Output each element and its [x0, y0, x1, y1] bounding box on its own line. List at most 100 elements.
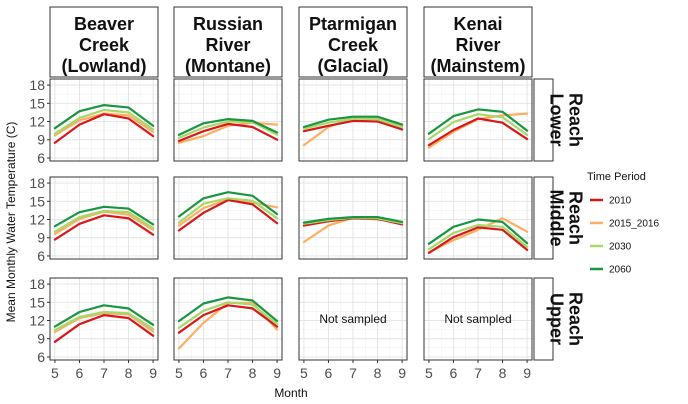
column-strip-label: Creek [79, 35, 130, 55]
x-tick-label: 5 [425, 365, 433, 381]
panel-border [49, 176, 159, 260]
y-axes: 6 9 12 15 18 6 9 12 15 18 6 9 12 15 18 [29, 77, 50, 365]
series-line-2010 [177, 122, 279, 143]
x-tick-label: 8 [499, 365, 507, 381]
row-strip-label: Reach [565, 191, 585, 245]
y-axis-title: Mean Monthly Water Temperature (C) [4, 122, 18, 323]
x-tick-label: 5 [51, 365, 59, 381]
series-line-2010 [53, 214, 155, 241]
x-tick-label: 8 [249, 365, 257, 381]
series-line-2010 [427, 117, 529, 147]
series-line-2060 [302, 216, 404, 224]
row-strip [533, 176, 554, 260]
facet-panel [298, 176, 408, 260]
x-tick-label: 9 [398, 365, 406, 381]
panel-border [298, 78, 408, 162]
series-line-2060 [302, 115, 404, 129]
facet-panel [298, 78, 408, 162]
series-line-2060 [177, 296, 279, 323]
series-line-2030 [53, 108, 155, 135]
column-strip-label: Beaver [74, 14, 134, 34]
column-strip-label: Russian [193, 14, 263, 34]
row-strip-label: Lower [546, 93, 566, 146]
series-line-2015_2016 [53, 312, 155, 334]
x-tick-label: 6 [325, 365, 333, 381]
x-tick-label: 6 [450, 365, 458, 381]
x-tick-label: 7 [224, 365, 232, 381]
facet-panels: Not sampled Not sampled [49, 78, 533, 361]
column-strip-label: River [205, 35, 250, 55]
facet-panel [49, 277, 159, 361]
series-line-2010 [302, 119, 404, 133]
series-line-2060 [53, 205, 155, 228]
y-tick-label: 6 [37, 349, 45, 365]
x-tick-label: 9 [523, 365, 531, 381]
facet-panel: Not sampled [423, 277, 533, 361]
not-sampled-label: Not sampled [444, 312, 511, 326]
y-tick-label: 6 [37, 150, 45, 166]
x-tick-label: 7 [349, 365, 357, 381]
column-strip-label: Kenai [453, 14, 502, 34]
column-strip [298, 6, 408, 78]
facet-panel [173, 277, 283, 361]
y-tick-label: 12 [29, 114, 45, 130]
x-tick-label: 9 [149, 365, 157, 381]
column-strip-label: Ptarmigan [309, 14, 397, 34]
facet-panel [49, 78, 159, 162]
series-line-2060 [53, 103, 155, 130]
series-line-2030 [53, 209, 155, 233]
series-line-2060 [177, 117, 279, 136]
x-axis-title: Month [274, 386, 307, 400]
y-tick-label: 6 [37, 248, 45, 264]
y-tick-label: 18 [29, 77, 45, 93]
series-line-2015_2016 [427, 217, 529, 254]
column-strip-label: (Glacial) [317, 56, 388, 76]
facet-panel [49, 176, 159, 260]
column-strip-label: River [455, 35, 500, 55]
legend-title: Time Period [587, 171, 646, 183]
series-line-2010 [53, 314, 155, 343]
row-strip [533, 277, 554, 361]
series-line-2010 [53, 113, 155, 144]
series-line-2030 [427, 223, 529, 251]
row-strip [533, 78, 554, 162]
panel-border [423, 176, 533, 260]
series-line-2060 [427, 218, 529, 245]
facet-panel [173, 78, 283, 162]
column-strip [423, 6, 533, 78]
y-tick-label: 15 [29, 294, 45, 310]
legend-label: 2030 [609, 242, 632, 253]
series-line-2030 [427, 113, 529, 141]
x-tick-label: 7 [100, 365, 108, 381]
row-strip-label: Reach [565, 292, 585, 346]
panel-border [49, 78, 159, 162]
column-strip-label: Creek [328, 35, 379, 55]
not-sampled-label: Not sampled [319, 312, 386, 326]
x-tick-label: 5 [175, 365, 183, 381]
series-line-2030 [177, 197, 279, 224]
series-line-2060 [427, 108, 529, 135]
row-strip-label: Reach [565, 93, 585, 147]
series-line-2010 [427, 226, 529, 254]
facet-panel [423, 176, 533, 260]
column-strip-label: (Mainstem) [430, 56, 525, 76]
series-line-2010 [177, 304, 279, 334]
column-strip-labels: BeaverCreek(Lowland)RussianRiver(Montane… [49, 6, 533, 78]
y-tick-label: 9 [37, 132, 45, 148]
y-tick-label: 15 [29, 193, 45, 209]
y-tick-label: 15 [29, 95, 45, 111]
legend-label: 2010 [609, 196, 632, 207]
series-line-2030 [302, 117, 404, 130]
series-line-2030 [177, 301, 279, 329]
legend: Time Period 2010 2015_2016 2030 2060 [587, 171, 659, 276]
column-strip-label: (Montane) [185, 56, 271, 76]
legend-label: 2015_2016 [609, 219, 659, 230]
series-line-2015_2016 [177, 121, 279, 144]
series-line-2060 [53, 304, 155, 328]
x-tick-label: 7 [474, 365, 482, 381]
x-tick-label: 5 [300, 365, 308, 381]
y-tick-label: 9 [37, 331, 45, 347]
legend-label: 2060 [609, 265, 632, 276]
